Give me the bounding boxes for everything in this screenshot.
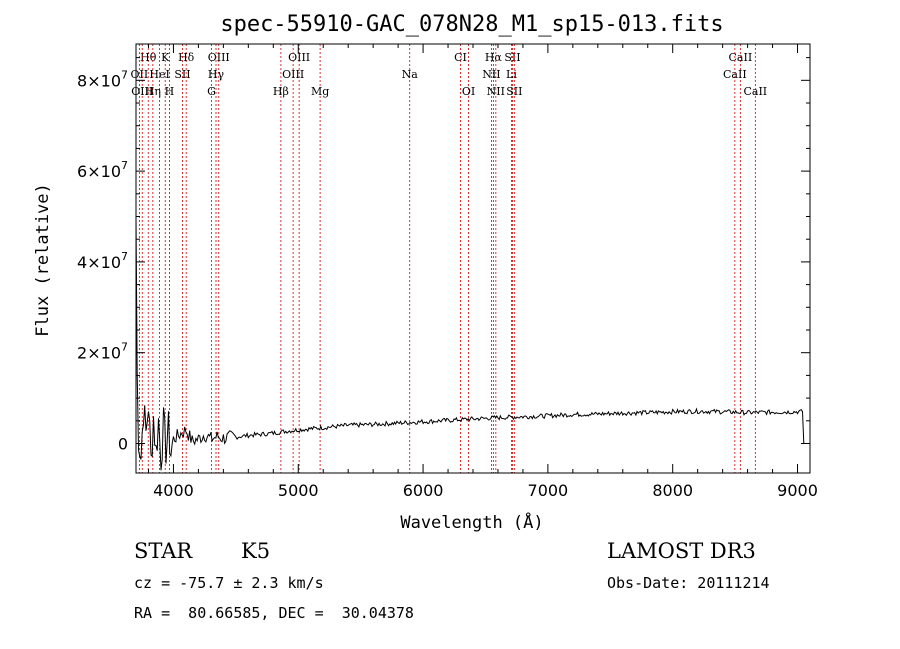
x-tick-label-4: 8000 bbox=[652, 481, 693, 500]
observation-date: Obs-Date: 20111214 bbox=[607, 574, 770, 592]
y-tick-exp-1: 7 bbox=[121, 341, 128, 354]
object-class: STAR bbox=[134, 539, 193, 563]
y-tick-label-2: 4×107 bbox=[77, 250, 128, 272]
line-label-25: NII bbox=[487, 85, 505, 98]
spectrum-series bbox=[135, 216, 805, 471]
survey-name: LAMOST DR3 bbox=[607, 539, 756, 563]
line-label-3: OIII bbox=[208, 51, 230, 64]
y-axis-label: Flux (relative) bbox=[33, 183, 53, 337]
line-label-8: CaII bbox=[729, 51, 753, 64]
y-tick-base-3: 6×10 bbox=[77, 162, 121, 181]
x-tick-label-3: 7000 bbox=[528, 481, 569, 500]
line-label-26: SII bbox=[506, 85, 522, 98]
line-label-22: Hβ bbox=[273, 85, 289, 98]
y-tick-base-4: 8×10 bbox=[77, 71, 121, 90]
x-axis-label: Wavelength (Å) bbox=[400, 511, 543, 533]
x-axis-ticks: 4000 5000 6000 7000 8000 9000 bbox=[147, 44, 818, 500]
line-label-27: CaII bbox=[743, 85, 767, 98]
line-label-6: Hα bbox=[485, 51, 503, 64]
redshift-value: cz = -75.7 ± 2.3 km/s bbox=[134, 574, 324, 592]
line-label-15: NII bbox=[482, 68, 500, 81]
line-label-12: Hγ bbox=[208, 68, 225, 81]
line-label-24: OI bbox=[462, 85, 475, 98]
line-label-5: CI bbox=[454, 51, 467, 64]
y-tick-label-0: 0 bbox=[118, 434, 128, 453]
line-label-1: K bbox=[161, 51, 170, 64]
coordinates: RA = 80.66585, DEC = 30.04378 bbox=[134, 604, 414, 622]
y-tick-exp-2: 7 bbox=[121, 250, 128, 263]
y-tick-base-0: 0 bbox=[118, 434, 128, 453]
line-label-13: OIII bbox=[282, 68, 304, 81]
line-label-11: SII bbox=[174, 68, 190, 81]
y-tick-exp-4: 7 bbox=[121, 68, 128, 81]
line-label-7: SII bbox=[504, 51, 520, 64]
line-label-18: OIII bbox=[131, 85, 153, 98]
line-label-14: Na bbox=[402, 68, 419, 81]
line-label-17: CaII bbox=[723, 68, 747, 81]
x-tick-label-0: 4000 bbox=[153, 481, 194, 500]
line-label-2: Hδ bbox=[178, 51, 195, 64]
y-tick-base-1: 2×10 bbox=[77, 344, 121, 363]
line-label-16: Li bbox=[506, 68, 517, 81]
line-label-10: HeI bbox=[149, 68, 169, 81]
spectrum-line bbox=[135, 216, 805, 471]
x-tick-label-1: 5000 bbox=[278, 481, 319, 500]
y-tick-label-4: 8×107 bbox=[77, 68, 128, 90]
y-tick-base-2: 4×10 bbox=[77, 253, 121, 272]
object-subclass: K5 bbox=[241, 539, 271, 563]
line-label-4: OIII bbox=[288, 51, 310, 64]
line-label-19: Hη bbox=[145, 85, 161, 98]
line-label-20: H bbox=[165, 85, 175, 98]
x-tick-label-5: 9000 bbox=[777, 481, 818, 500]
line-label-21: G bbox=[207, 85, 216, 98]
y-tick-label-3: 6×107 bbox=[77, 159, 128, 181]
y-tick-exp-3: 7 bbox=[121, 159, 128, 172]
y-tick-label-1: 2×107 bbox=[77, 341, 128, 363]
line-label-9: OII bbox=[131, 68, 149, 81]
chart-title: spec-55910-GAC_078N28_M1_sp15-013.fits bbox=[220, 12, 723, 37]
plot-frame bbox=[135, 43, 811, 474]
x-tick-label-2: 6000 bbox=[403, 481, 444, 500]
line-label-23: Mg bbox=[311, 85, 329, 98]
